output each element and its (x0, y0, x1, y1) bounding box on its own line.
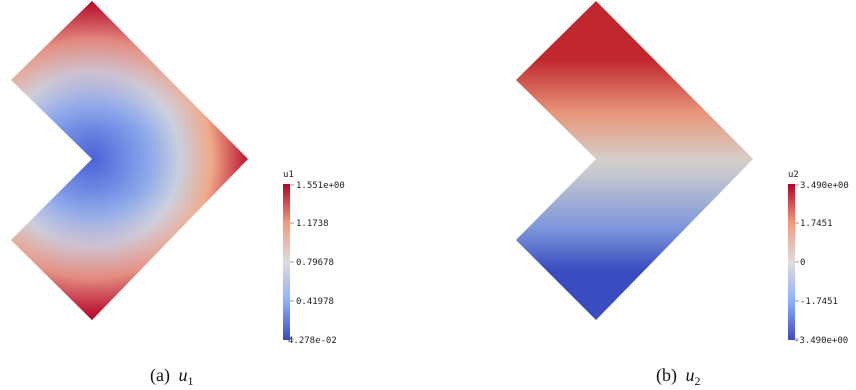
caption-b: (b) u2 (656, 365, 701, 388)
caption-prefix: (b) (656, 365, 677, 386)
caption-a: (a) u1 (150, 365, 193, 388)
caption-var: u (686, 365, 695, 385)
caption-sub: 1 (187, 374, 193, 388)
l-shape-domain-u2 (516, 1, 753, 320)
colorbar-label-min: 4.278e-02 (288, 336, 337, 346)
l-shape-overlay-u1 (11, 1, 248, 320)
colorbar-label: 1.7451 (800, 219, 833, 229)
colorbar-label-min: -3.490e+00 (794, 336, 848, 346)
panel-a: u1 1.551e+00 1.1738 0.79678 0.41978 4.27… (11, 1, 345, 388)
colorbar-u1: u1 1.551e+00 1.1738 0.79678 0.41978 4.27… (283, 170, 345, 346)
caption-prefix: (a) (150, 365, 170, 386)
colorbar-label-max: 1.551e+00 (296, 181, 345, 191)
colorbar-label: -1.7451 (800, 297, 838, 307)
panel-b: u2 3.490e+00 1.7451 0 -1.7451 -3.490e+00… (516, 1, 849, 388)
caption-sub: 2 (695, 374, 701, 388)
caption-var: u (178, 365, 187, 385)
colorbar-gradient (283, 184, 290, 340)
colorbar-label: 1.1738 (296, 219, 329, 229)
colorbar-label-max: 3.490e+00 (800, 181, 849, 191)
colorbar-gradient (788, 184, 795, 340)
colorbar-label: 0.79678 (296, 258, 334, 268)
colorbar-title: u1 (283, 170, 294, 180)
colorbar-u2: u2 3.490e+00 1.7451 0 -1.7451 -3.490e+00 (788, 170, 849, 346)
colorbar-label: 0 (800, 258, 805, 268)
colorbar-ticks (290, 184, 294, 340)
colorbar-label: 0.41978 (296, 297, 334, 307)
colorbar-title: u2 (788, 170, 799, 180)
colorbar-ticks (795, 184, 799, 340)
